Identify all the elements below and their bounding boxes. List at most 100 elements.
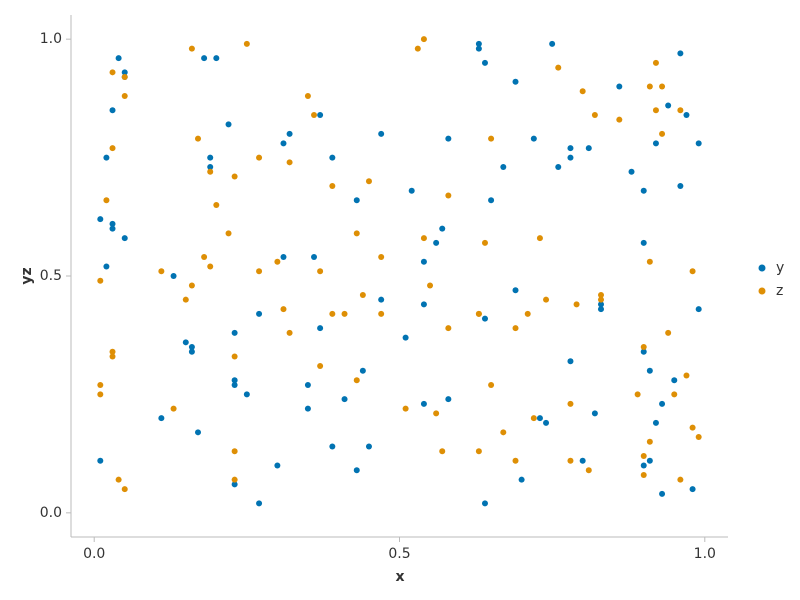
point xyxy=(243,391,250,398)
legend-marker xyxy=(758,264,766,272)
point xyxy=(353,197,360,204)
point xyxy=(121,74,128,81)
point xyxy=(512,325,519,332)
point xyxy=(640,348,647,355)
point xyxy=(659,490,666,497)
point xyxy=(616,116,623,123)
point xyxy=(543,419,550,426)
point xyxy=(231,381,238,388)
x-tick-label: 0.0 xyxy=(83,546,105,562)
point xyxy=(256,500,263,507)
point xyxy=(115,476,122,483)
point xyxy=(329,443,336,450)
point xyxy=(567,457,574,464)
point xyxy=(677,107,684,114)
point xyxy=(231,329,238,336)
point xyxy=(579,457,586,464)
point xyxy=(402,405,409,412)
point xyxy=(677,476,684,483)
point xyxy=(201,55,208,62)
point xyxy=(579,88,586,95)
point xyxy=(304,381,311,388)
point xyxy=(591,410,598,417)
point xyxy=(188,344,195,351)
point xyxy=(597,291,604,298)
point xyxy=(634,391,641,398)
point xyxy=(585,467,592,474)
point xyxy=(518,476,525,483)
y-axis-label: yz xyxy=(19,267,35,284)
point xyxy=(683,372,690,379)
point xyxy=(304,405,311,412)
x-tick-label: 1.0 xyxy=(694,546,716,562)
point xyxy=(170,405,177,412)
point xyxy=(652,107,659,114)
legend-label: z xyxy=(776,283,783,299)
point xyxy=(103,197,110,204)
point xyxy=(646,258,653,265)
point xyxy=(420,36,427,43)
y-tick-label: 0.5 xyxy=(40,268,62,284)
point xyxy=(378,130,385,137)
point xyxy=(616,83,623,90)
point xyxy=(109,145,116,152)
point xyxy=(445,325,452,332)
point xyxy=(536,235,543,242)
point xyxy=(231,377,238,384)
legend-marker xyxy=(758,287,766,295)
x-axis-label: x xyxy=(395,569,404,585)
point xyxy=(659,400,666,407)
point xyxy=(695,140,702,147)
point xyxy=(231,173,238,180)
point xyxy=(225,121,232,128)
point xyxy=(317,111,324,118)
point xyxy=(378,254,385,261)
point xyxy=(420,400,427,407)
point xyxy=(311,254,318,261)
point xyxy=(659,130,666,137)
point xyxy=(115,55,122,62)
point xyxy=(591,111,598,118)
point xyxy=(652,140,659,147)
point xyxy=(689,424,696,431)
point xyxy=(182,296,189,303)
point xyxy=(317,325,324,332)
point xyxy=(475,448,482,455)
point xyxy=(231,353,238,360)
point xyxy=(512,78,519,85)
point xyxy=(225,230,232,237)
point xyxy=(475,310,482,317)
point xyxy=(433,239,440,246)
point xyxy=(689,486,696,493)
point xyxy=(256,310,263,317)
point xyxy=(103,154,110,161)
y-tick-label: 0.0 xyxy=(40,505,62,521)
point xyxy=(683,111,690,118)
point xyxy=(549,40,556,47)
point xyxy=(97,277,104,284)
point xyxy=(640,239,647,246)
point xyxy=(359,367,366,374)
point xyxy=(640,462,647,469)
point xyxy=(341,396,348,403)
point xyxy=(329,183,336,189)
point xyxy=(213,201,220,208)
point xyxy=(97,216,104,223)
point xyxy=(555,164,562,171)
point xyxy=(97,381,104,388)
point xyxy=(530,415,537,422)
point xyxy=(433,410,440,417)
point xyxy=(530,135,537,142)
point xyxy=(280,254,287,261)
point xyxy=(671,391,678,398)
point xyxy=(158,268,165,275)
point xyxy=(231,481,238,488)
x-tick-label: 0.5 xyxy=(388,546,410,562)
point xyxy=(109,353,116,360)
point xyxy=(256,154,263,161)
point xyxy=(488,135,495,142)
point xyxy=(567,154,574,161)
point xyxy=(677,50,684,57)
point xyxy=(280,140,287,147)
point xyxy=(427,282,434,289)
